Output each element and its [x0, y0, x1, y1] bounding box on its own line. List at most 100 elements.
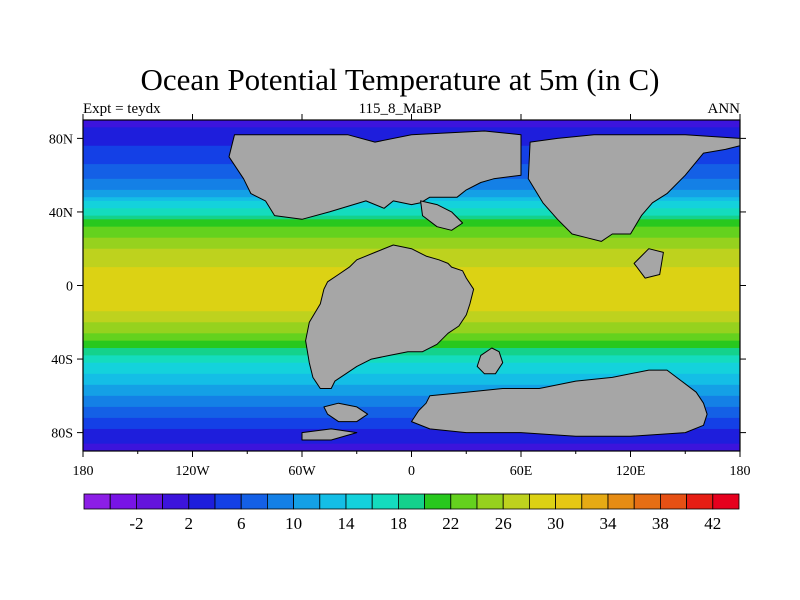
temperature-band	[83, 204, 740, 209]
y-tick-label: 80S	[51, 427, 73, 442]
x-tick-label: 0	[408, 464, 415, 479]
y-tick-label: 40N	[49, 206, 73, 221]
season-label: ANN	[707, 101, 741, 117]
x-tick-label: 180	[73, 464, 94, 479]
temperature-band	[83, 127, 740, 132]
temperature-band	[83, 425, 740, 430]
x-tick-label: 120W	[175, 464, 210, 479]
temperature-band	[83, 381, 740, 386]
colorbar-label: -2	[129, 514, 143, 533]
colorbar-swatch	[607, 493, 635, 510]
colorbar-swatch	[293, 493, 321, 510]
colorbar-swatch	[266, 493, 294, 510]
colorbar-label: 2	[185, 514, 194, 533]
colorbar-swatch	[555, 493, 583, 510]
colorbar-swatch	[712, 493, 740, 510]
temperature-band	[83, 403, 740, 408]
colorbar-swatch	[240, 493, 268, 510]
colorbar-label: 22	[442, 514, 459, 533]
temperature-band	[83, 359, 740, 364]
temperature-band	[83, 131, 740, 136]
colorbar-swatch	[476, 493, 504, 510]
temperature-band	[83, 241, 740, 246]
temperature-band	[83, 417, 740, 423]
colorbar-label: 26	[495, 514, 512, 533]
colorbar-label: 30	[547, 514, 564, 533]
temperature-band	[83, 355, 740, 360]
colorbar-label: 6	[237, 514, 246, 533]
land-antarctica	[411, 369, 708, 437]
temperature-band	[83, 366, 740, 371]
temperature-band	[83, 222, 740, 228]
temperature-band	[83, 439, 740, 445]
temperature-band	[83, 362, 740, 368]
map-title: Ocean Potential Temperature at 5m (in C)	[140, 62, 660, 97]
colorbar-swatch	[162, 493, 190, 510]
land-laurasia-west	[228, 130, 522, 220]
colorbar-swatch	[135, 493, 163, 510]
temperature-band	[83, 410, 740, 415]
temperature-band	[83, 351, 740, 356]
y-tick-label: 80N	[49, 132, 73, 147]
colorbar-swatch	[581, 493, 609, 510]
colorbar-label: 10	[285, 514, 302, 533]
temperature-band	[83, 208, 740, 213]
colorbar-swatch	[83, 493, 111, 510]
y-tick-label: 0	[66, 280, 73, 295]
temperature-band	[83, 447, 740, 451]
temperature-band	[83, 377, 740, 382]
colorbar-swatch	[214, 493, 242, 510]
x-tick-label: 60E	[510, 464, 533, 479]
colorbar-swatch	[660, 493, 688, 510]
temperature-band	[83, 414, 740, 419]
temperature-band	[83, 370, 740, 375]
land-southern-island	[323, 402, 369, 423]
temperature-band	[83, 406, 740, 412]
colorbar-swatch	[345, 493, 373, 510]
colorbar-label: 18	[390, 514, 407, 533]
temperature-band	[83, 215, 740, 220]
temperature-band	[83, 384, 740, 390]
temperature-band	[83, 219, 740, 224]
temperature-band	[83, 428, 740, 434]
temperature-band	[83, 234, 740, 239]
colorbar-label: 42	[704, 514, 721, 533]
colorbar-swatch	[319, 493, 347, 510]
colorbar-swatch	[188, 493, 216, 510]
temperature-band	[83, 392, 740, 397]
temperature-band	[83, 399, 740, 404]
land-indian-plate	[476, 347, 504, 375]
y-tick-label: 40S	[51, 353, 73, 368]
colorbar-label: 14	[338, 514, 356, 533]
land-gondwana-west	[305, 244, 475, 389]
temperature-band	[83, 388, 740, 393]
colorbar-swatch	[397, 493, 425, 510]
temperature-band	[83, 120, 740, 125]
temperature-band	[83, 211, 740, 217]
colorbar-swatch	[633, 493, 661, 510]
colorbar-swatch	[450, 493, 478, 510]
land-south-ledge	[301, 428, 358, 441]
colorbar-swatch	[502, 493, 530, 510]
map-axes: 180 120W 60W 0 60E 120E 180 80N 40N 0 40S 80S	[49, 114, 751, 479]
x-tick-label: 180	[730, 464, 751, 479]
land-masses	[228, 130, 740, 441]
temperature-band	[83, 245, 740, 250]
temperature-band	[83, 226, 740, 231]
time-period-label: 115_8_MaBP	[358, 101, 442, 117]
temperature-band	[83, 436, 740, 441]
temperature-band	[83, 237, 740, 242]
experiment-label: Expt = teydx	[83, 101, 161, 117]
x-tick-label: 60W	[288, 464, 316, 479]
land-far-east-island	[633, 248, 664, 279]
colorbar-label: 38	[652, 514, 669, 533]
temperature-band	[83, 432, 740, 437]
colorbar: -2 2 6 10 14 18 22 26 30 34 38 42	[83, 493, 740, 533]
colorbar-swatch	[109, 493, 137, 510]
temperature-band	[83, 421, 740, 426]
land-laurasia-east	[527, 134, 740, 242]
temperature-band	[83, 395, 740, 401]
x-tick-label: 120E	[616, 464, 646, 479]
colorbar-label: 34	[600, 514, 618, 533]
